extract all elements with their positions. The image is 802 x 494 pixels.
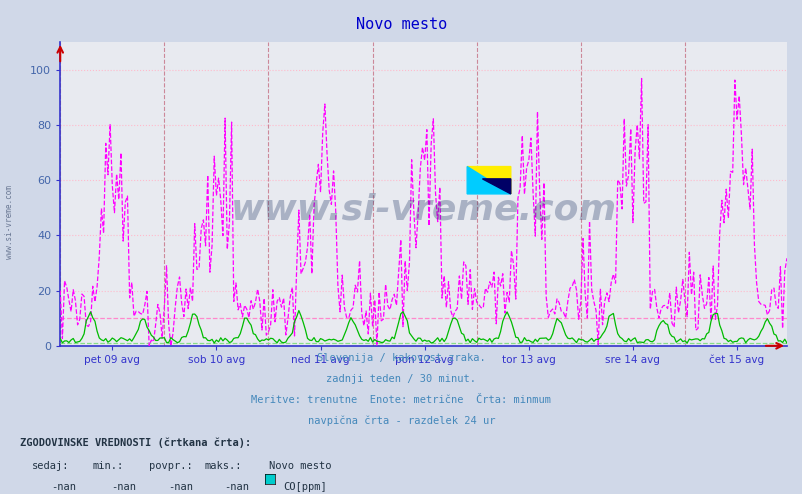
Text: www.si-vreme.com: www.si-vreme.com xyxy=(230,192,616,226)
Text: CO[ppm]: CO[ppm] xyxy=(283,482,326,492)
Polygon shape xyxy=(467,166,510,194)
Text: Meritve: trenutne  Enote: metrične  Črta: minmum: Meritve: trenutne Enote: metrične Črta: … xyxy=(251,395,551,405)
Text: maks.:: maks.: xyxy=(205,461,242,471)
Text: -nan: -nan xyxy=(168,482,192,492)
Polygon shape xyxy=(467,166,510,194)
Text: -nan: -nan xyxy=(51,482,76,492)
Text: Slovenija / kakovost zraka.: Slovenija / kakovost zraka. xyxy=(317,353,485,363)
Text: zadnji teden / 30 minut.: zadnji teden / 30 minut. xyxy=(326,374,476,384)
Text: min.:: min.: xyxy=(92,461,124,471)
Polygon shape xyxy=(482,179,510,194)
Text: sedaj:: sedaj: xyxy=(32,461,70,471)
Text: Novo mesto: Novo mesto xyxy=(355,17,447,32)
Text: povpr.:: povpr.: xyxy=(148,461,192,471)
Text: Novo mesto: Novo mesto xyxy=(269,461,331,471)
Text: ZGODOVINSKE VREDNOSTI (črtkana črta):: ZGODOVINSKE VREDNOSTI (črtkana črta): xyxy=(20,437,251,448)
Text: navpična črta - razdelek 24 ur: navpična črta - razdelek 24 ur xyxy=(307,415,495,426)
Text: -nan: -nan xyxy=(111,482,136,492)
Text: www.si-vreme.com: www.si-vreme.com xyxy=(5,185,14,259)
Text: -nan: -nan xyxy=(224,482,249,492)
